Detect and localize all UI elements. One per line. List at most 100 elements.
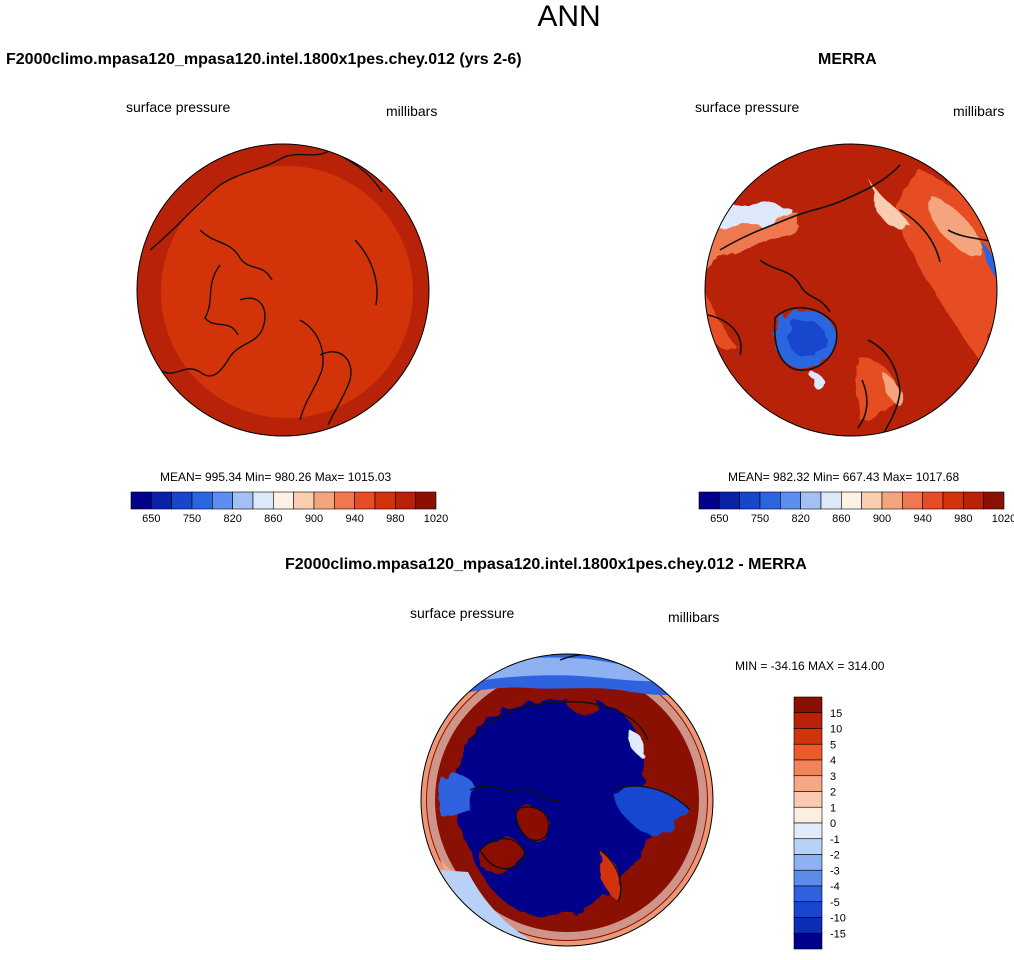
- model-colorbar-box: [212, 491, 233, 510]
- obs-colorbar-tick-label: 900: [873, 513, 891, 525]
- obs-colorbar-box: [881, 491, 903, 510]
- model-colorbar-box: [191, 491, 213, 510]
- obs-colorbar-box: [841, 491, 862, 510]
- model-colorbar-tick-label: 980: [386, 513, 404, 525]
- diff-colorbar-box: [793, 791, 823, 808]
- obs-stats: MEAN= 982.32 Min= 667.43 Max= 1017.68: [728, 470, 960, 484]
- obs-colorbar-box: [861, 491, 883, 510]
- obs-coastlines: [707, 164, 997, 436]
- obs-colorbar-box: [719, 491, 740, 510]
- model-colorbar-box: [273, 491, 294, 510]
- diff-colorbar-box: [793, 838, 823, 855]
- model-colorbar-box: [130, 491, 152, 510]
- diff-colorbar-tick-label: -3: [830, 865, 840, 877]
- model-map-inner-region: [161, 166, 413, 418]
- obs-colorbar-tick-label: 940: [913, 513, 931, 525]
- diff-colorbar-box: [793, 917, 823, 934]
- diff-colorbar-box: [793, 712, 823, 729]
- diff-colorbar-box: [793, 775, 823, 792]
- diff-colorbar-box: [793, 743, 823, 761]
- model-colorbar-box: [354, 491, 376, 510]
- obs-colorbar-tick-label: 820: [791, 513, 809, 525]
- model-stats: MEAN= 995.34 Min= 980.26 Max= 1015.03: [160, 470, 392, 484]
- diff-colorbar-box: [793, 854, 823, 871]
- model-map: [136, 143, 430, 437]
- obs-colorbar-box: [922, 491, 944, 510]
- diff-colorbar-box: [793, 885, 823, 903]
- model-colorbar-box: [252, 491, 274, 510]
- obs-colorbar-box: [800, 491, 822, 510]
- diff-colorbar-tick-label: 1: [830, 802, 836, 814]
- obs-colorbar-box: [963, 491, 984, 510]
- model-colorbar-tick-label: 900: [305, 513, 323, 525]
- diff-panel-title: F2000climo.mpasa120_mpasa120.intel.1800x…: [285, 556, 807, 573]
- model-colorbar-tick-label: 650: [142, 513, 160, 525]
- obs-colorbar-tick-label: 980: [954, 513, 972, 525]
- diff-colorbar-box: [793, 728, 823, 745]
- model-colorbar-box: [151, 491, 172, 510]
- obs-map-border: [704, 143, 998, 437]
- figure-title: ANN: [537, 0, 601, 33]
- obs-colorbar-box: [902, 491, 923, 510]
- model-units-label: millibars: [386, 103, 438, 119]
- diff-colorbar-box: [793, 822, 823, 840]
- diff-colorbar-tick-label: 5: [830, 739, 836, 751]
- diff-colorbar-tick-label: -1: [830, 834, 840, 846]
- obs-colorbar-box: [739, 491, 761, 510]
- model-colorbar-tick-label: 1020: [424, 513, 448, 525]
- model-colorbar-box: [374, 491, 396, 510]
- diff-colorbar-box: [793, 806, 823, 824]
- obs-colorbar-box: [983, 491, 1005, 510]
- model-colorbar-tick-label: 820: [223, 513, 241, 525]
- obs-colorbar-box: [759, 491, 781, 510]
- diff-colorbar-tick-label: 10: [830, 724, 842, 736]
- model-colorbar-tick-label: 860: [264, 513, 282, 525]
- diff-colorbar-tick-label: -4: [830, 881, 840, 893]
- diff-colorbar-tick-label: 4: [830, 755, 836, 767]
- diff-colorbar-tick-label: 2: [830, 787, 836, 799]
- diff-colorbar-box: [793, 901, 823, 918]
- diff-colorbar-box: [793, 932, 823, 950]
- model-coastlines: [149, 149, 383, 426]
- obs-colorbar: 650 750 820 860 900 940 980 1020: [698, 491, 1014, 525]
- model-colorbar-box: [171, 491, 193, 510]
- diff-coastlines: [469, 654, 691, 903]
- obs-colorbar-tick-label: 860: [832, 513, 850, 525]
- obs-variable-label: surface pressure: [695, 99, 800, 115]
- obs-colorbar-box: [820, 491, 842, 510]
- model-colorbar-box: [313, 491, 335, 510]
- diff-colorbar-tick-label: -15: [830, 928, 846, 940]
- obs-colorbar-tick-label: 1020: [992, 513, 1014, 525]
- model-colorbar-box: [415, 491, 437, 510]
- model-colorbar-box: [334, 491, 355, 510]
- model-colorbar-box: [293, 491, 315, 510]
- model-colorbar-box: [395, 491, 416, 510]
- diff-colorbar-tick-label: 0: [830, 818, 836, 830]
- model-colorbar-box: [232, 491, 254, 510]
- obs-colorbar-tick-label: 750: [751, 513, 769, 525]
- obs-colorbar-box: [698, 491, 720, 510]
- diff-colorbar-box: [793, 696, 823, 714]
- obs-colorbar-tick-label: 650: [710, 513, 728, 525]
- model-colorbar: 650 750 820 860 900 940 980 1020: [130, 491, 448, 525]
- obs-panel-title: MERRA: [818, 51, 877, 68]
- obs-colorbar-box: [780, 491, 801, 510]
- diff-map-border: [420, 653, 714, 947]
- diff-units-label: millibars: [668, 609, 720, 625]
- obs-colorbar-box: [942, 491, 964, 510]
- diff-colorbar-tick-label: -2: [830, 850, 840, 862]
- diff-colorbar-box: [793, 869, 823, 887]
- diff-variable-label: surface pressure: [410, 605, 515, 621]
- diff-colorbar-tick-label: -5: [830, 897, 840, 909]
- model-map-border: [136, 143, 430, 437]
- model-variable-label: surface pressure: [126, 99, 231, 115]
- obs-map: [704, 143, 998, 437]
- diff-colorbar-box: [793, 759, 823, 777]
- model-panel-title: F2000climo.mpasa120_mpasa120.intel.1800x…: [6, 51, 522, 68]
- model-colorbar-tick-label: 940: [345, 513, 363, 525]
- diff-map: [420, 653, 714, 947]
- model-colorbar-tick-label: 750: [183, 513, 201, 525]
- obs-units-label: millibars: [953, 103, 1005, 119]
